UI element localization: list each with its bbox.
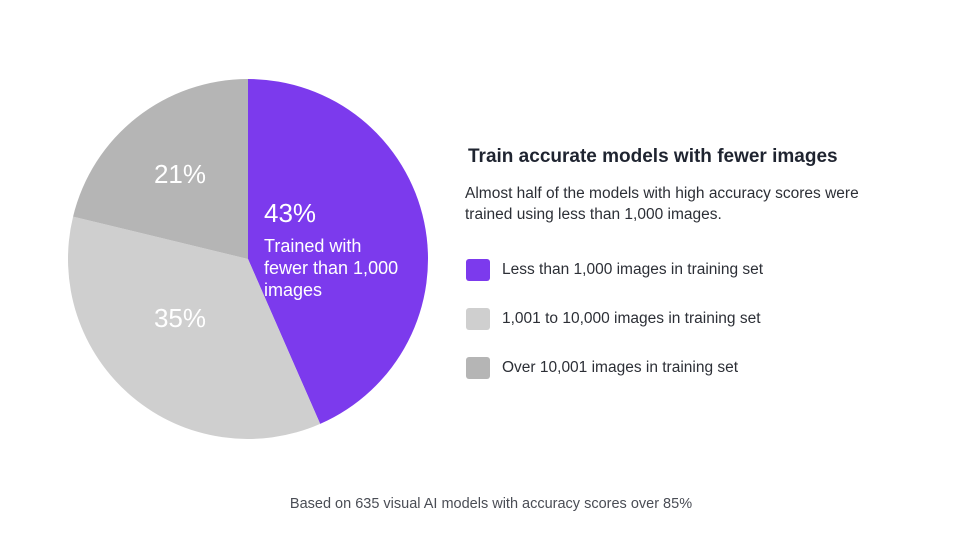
- footnote: Based on 635 visual AI models with accur…: [289, 496, 693, 512]
- legend-item-1001-to-10000: 1,001 to 10,000 images in training set: [466, 307, 763, 331]
- slice-percent-label: 21%: [154, 159, 206, 189]
- legend-swatch-light-gray: [466, 308, 490, 330]
- chart-subtitle: Almost half of the models with high accu…: [465, 185, 859, 223]
- pie-slice: [68, 216, 321, 439]
- legend-label: Less than 1,000 images in training set: [502, 261, 764, 278]
- slice-annotation: images: [264, 280, 322, 300]
- slice-percent-label: 43%: [264, 198, 316, 228]
- slice-percent-label: 35%: [154, 303, 206, 333]
- legend-item-over-10001: Over 10,001 images in training set: [466, 356, 763, 380]
- legend-swatch-purple: [466, 259, 490, 281]
- legend-label: Over 10,001 images in training set: [502, 359, 739, 376]
- legend-label: 1,001 to 10,000 images in training set: [502, 310, 761, 327]
- legend: Less than 1,000 images in training set 1…: [466, 258, 763, 405]
- legend-swatch-gray: [466, 357, 490, 379]
- slice-annotation: Trained with: [264, 236, 361, 256]
- legend-item-less-than-1000: Less than 1,000 images in training set: [466, 258, 763, 282]
- slice-annotation: fewer than 1,000: [264, 258, 398, 278]
- chart-title: Train accurate models with fewer images: [468, 146, 838, 167]
- pie-slice: [248, 78, 429, 424]
- pie-slice: [73, 79, 249, 259]
